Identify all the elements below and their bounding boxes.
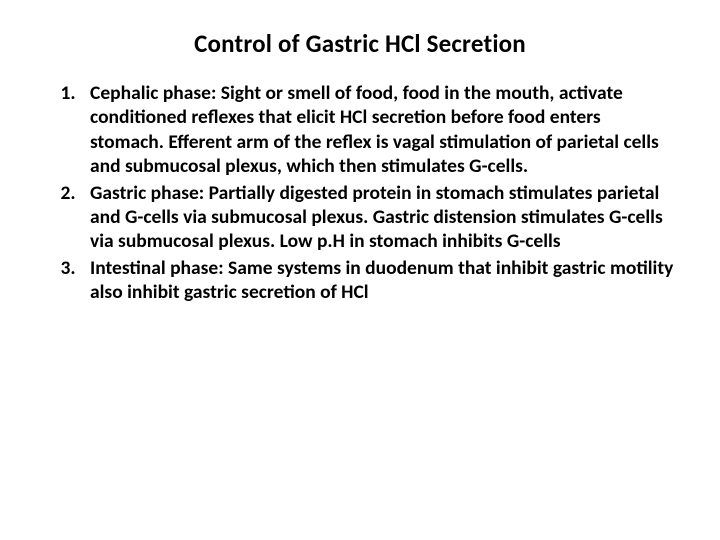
slide-container: Control of Gastric HCl Secretion Cephali… [0, 0, 720, 540]
phase-label: Gastric phase: [90, 181, 204, 205]
list-item: Intestinal phase: Same systems in duoden… [80, 256, 674, 305]
list-item: Gastric phase: Partially digested protei… [80, 181, 674, 254]
slide-title: Control of Gastric HCl Secretion [46, 28, 674, 59]
ordered-list: Cephalic phase: Sight or smell of food, … [46, 81, 674, 304]
list-item: Cephalic phase: Sight or smell of food, … [80, 81, 674, 179]
phase-label: Intestinal phase: [90, 256, 224, 280]
phase-label: Cephalic phase: [90, 81, 216, 105]
